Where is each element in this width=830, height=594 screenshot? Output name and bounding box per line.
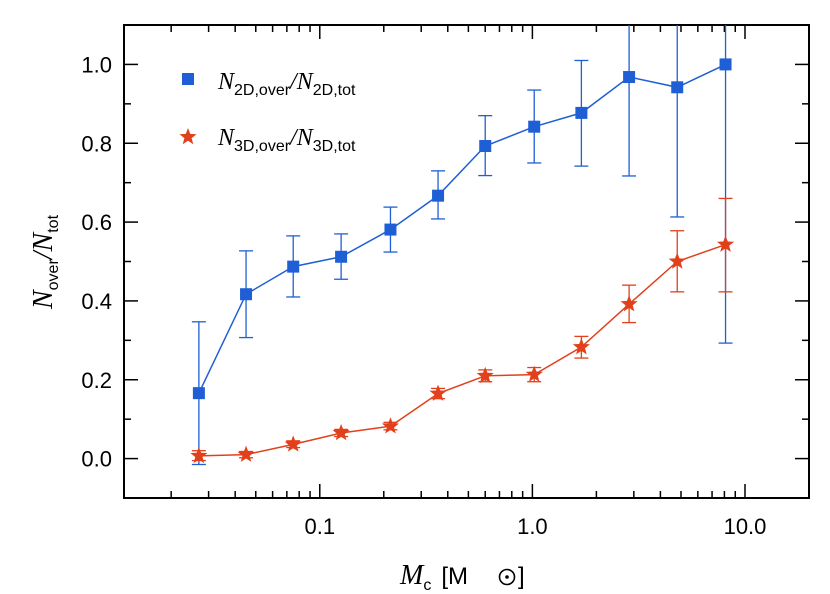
data-point-2d (623, 71, 636, 84)
axis-ticks (124, 24, 810, 499)
series-line-3d (198, 243, 726, 457)
data-point-2d (432, 189, 445, 202)
y-tick-label: 1.0 (81, 52, 112, 77)
y-tick-label: 0.6 (81, 210, 112, 235)
data-point-2d (335, 250, 348, 263)
x-tick-label: 10.0 (724, 514, 767, 539)
data-point-3d (381, 417, 400, 434)
x-tick-label: 0.1 (304, 514, 335, 539)
data-point-3d (190, 446, 208, 464)
series-2d (191, 25, 733, 466)
y-tick-label: 0.0 (81, 447, 112, 472)
x-axis-title: Mc [M (399, 560, 468, 594)
axis-tick-labels: 0.1 1.0 10.0 0.0 0.2 0.4 0.6 0.8 1.0 (81, 52, 766, 539)
legend: N2D,over/N2D,tot N3D,over/N3D,tot (179, 69, 356, 155)
plot-frame (123, 24, 810, 499)
data-point-2d (671, 81, 684, 94)
legend-marker-2d (182, 73, 194, 85)
legend-label-3d: N3D,over/N3D,tot (217, 125, 356, 155)
data-point-3d (572, 338, 590, 355)
x-tick-label: 1.0 (517, 514, 548, 539)
data-point-2d (575, 106, 588, 119)
y-tick-label: 0.2 (81, 368, 112, 393)
data-point-2d (528, 120, 541, 133)
data-point-2d (240, 288, 253, 301)
data-point-3d (237, 445, 255, 462)
data-point-3d (525, 365, 543, 382)
y-tick-label: 0.4 (81, 289, 112, 314)
data-point-3d (620, 295, 638, 312)
data-point-2d (479, 140, 492, 153)
series-line-2d (198, 63, 726, 394)
x-axis-unit-close: ] (518, 563, 525, 590)
data-point-3d (668, 252, 686, 269)
data-layer (190, 25, 735, 466)
series-3d (190, 197, 735, 464)
data-point-3d (332, 423, 350, 441)
data-point-2d (719, 58, 732, 71)
legend-label-2d: N2D,over/N2D,tot (217, 69, 356, 99)
legend-marker-3d (179, 128, 197, 145)
data-point-2d (192, 387, 205, 400)
data-point-3d (284, 435, 302, 452)
y-tick-label: 0.8 (81, 131, 112, 156)
data-point-3d (716, 235, 735, 252)
data-point-3d (476, 366, 494, 384)
data-point-2d (384, 223, 397, 236)
sun-symbol (498, 568, 516, 586)
y-axis-title: Nover/Ntot (28, 214, 62, 310)
data-point-3d (429, 384, 447, 401)
data-point-2d (287, 260, 300, 273)
